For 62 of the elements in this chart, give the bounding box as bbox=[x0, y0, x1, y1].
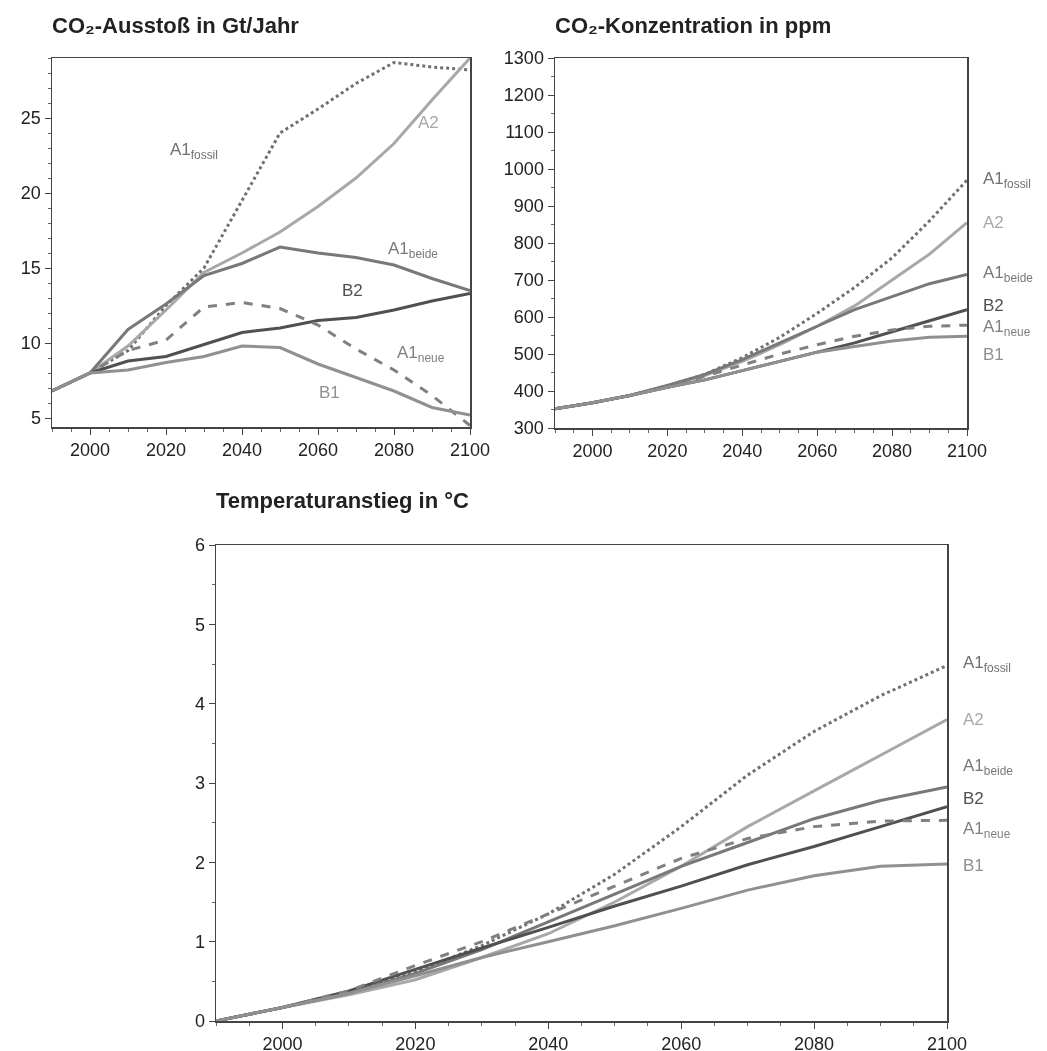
y-tick-label: 6 bbox=[194, 535, 205, 556]
series-label: A1$_{beide}$ bbox=[388, 239, 439, 261]
y-tick-label: 2 bbox=[194, 852, 205, 873]
y-tick-label: 1200 bbox=[503, 85, 544, 106]
y-tick-label: 400 bbox=[513, 381, 544, 402]
series-label: A2 bbox=[983, 213, 1004, 232]
x-tick-label: 2000 bbox=[572, 441, 613, 462]
y-tick-label: 1000 bbox=[503, 159, 544, 180]
y-tick-label: 800 bbox=[513, 233, 544, 254]
series-label: A1$_{fossil}$ bbox=[983, 169, 1031, 191]
series-label: B2 bbox=[983, 296, 1004, 315]
y-tick-label: 1 bbox=[194, 931, 205, 952]
series-label: A2 bbox=[418, 113, 439, 132]
series-label: A1$_{fossil}$ bbox=[963, 653, 1011, 675]
x-tick-label: 2040 bbox=[722, 441, 763, 462]
y-tick-label: 700 bbox=[513, 270, 544, 291]
series-label: B2 bbox=[342, 281, 363, 300]
x-tick-label: 2100 bbox=[449, 440, 491, 461]
x-tick-label: 2080 bbox=[872, 441, 913, 462]
chart-title: Temperaturanstieg in °C bbox=[216, 488, 469, 514]
series-label: A1$_{neue}$ bbox=[963, 819, 1011, 841]
x-tick-label: 2100 bbox=[926, 1034, 968, 1051]
series-label: A1$_{beide}$ bbox=[983, 263, 1034, 285]
series-label: A1$_{neue}$ bbox=[983, 317, 1031, 339]
text: A1$_{fossil}$ bbox=[170, 140, 218, 162]
y-tick-label: 5 bbox=[194, 614, 205, 635]
y-tick-label: 600 bbox=[513, 307, 544, 328]
y-tick-label: 1100 bbox=[505, 122, 544, 143]
y-tick-label: 25 bbox=[20, 108, 41, 129]
x-tick-label: 2000 bbox=[262, 1034, 303, 1051]
series-label: B1 bbox=[983, 345, 1004, 364]
y-tick-label: 500 bbox=[513, 344, 544, 365]
y-tick-label: 4 bbox=[194, 693, 205, 714]
y-tick-label: 5 bbox=[30, 408, 41, 429]
x-tick-label: 2040 bbox=[528, 1034, 569, 1051]
y-tick-label: 900 bbox=[513, 196, 544, 217]
x-tick-label: 2020 bbox=[395, 1034, 436, 1051]
y-tick-label: 0 bbox=[194, 1011, 205, 1032]
x-tick-label: 2020 bbox=[145, 440, 187, 461]
y-tick-label: 1300 bbox=[503, 48, 544, 69]
chart-title: CO₂-Ausstoß in Gt/Jahr bbox=[52, 13, 300, 39]
y-tick-label: 15 bbox=[20, 258, 41, 279]
y-tick-label: 10 bbox=[20, 333, 41, 354]
x-tick-label: 2060 bbox=[297, 440, 339, 461]
x-tick-label: 2080 bbox=[794, 1034, 835, 1051]
x-tick-label: 2080 bbox=[373, 440, 415, 461]
series-label: A2 bbox=[963, 710, 984, 729]
x-tick-label: 2040 bbox=[221, 440, 263, 461]
x-tick-label: 2100 bbox=[946, 441, 988, 462]
chart-title: CO₂-Konzentration in ppm bbox=[555, 13, 832, 39]
series-label: B1 bbox=[319, 383, 340, 402]
y-tick-label: 3 bbox=[194, 773, 205, 794]
y-tick-label: 300 bbox=[513, 418, 544, 439]
series-label: A1$_{beide}$ bbox=[963, 756, 1014, 778]
y-tick-label: 20 bbox=[20, 183, 41, 204]
x-tick-label: 2020 bbox=[647, 441, 688, 462]
series-label: B2 bbox=[963, 789, 984, 808]
series-label: B1 bbox=[963, 856, 984, 875]
series-label: A1$_{neue}$ bbox=[397, 343, 445, 365]
x-tick-label: 2060 bbox=[797, 441, 838, 462]
x-tick-label: 2060 bbox=[661, 1034, 702, 1051]
x-tick-label: 2000 bbox=[69, 440, 111, 461]
